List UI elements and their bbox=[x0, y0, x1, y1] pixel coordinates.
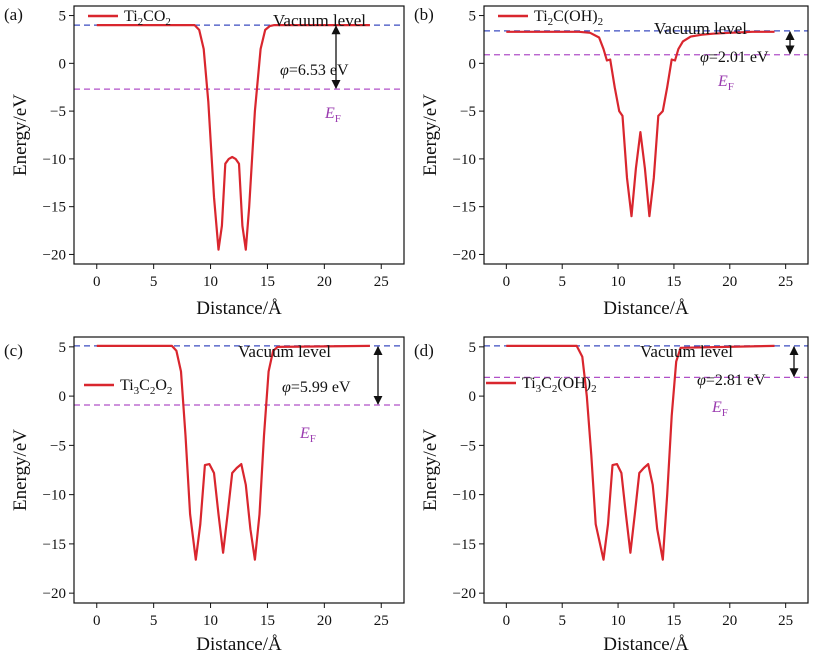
y-tick-label: 0 bbox=[469, 389, 477, 405]
fermi-level-label: EF bbox=[711, 399, 728, 419]
x-tick-label: 15 bbox=[666, 613, 681, 629]
legend-label: Ti3C2(OH)2 bbox=[522, 375, 597, 395]
vacuum-level-label: Vacuum level bbox=[640, 342, 733, 361]
x-tick-label: 25 bbox=[374, 274, 389, 290]
panel-label: (c) bbox=[4, 341, 23, 360]
y-tick-label: −10 bbox=[43, 488, 66, 504]
y-tick-label: −20 bbox=[453, 586, 476, 602]
y-tick-label: −20 bbox=[453, 247, 476, 263]
panel-label: (b) bbox=[414, 5, 434, 24]
x-tick-label: 10 bbox=[611, 274, 626, 290]
x-axis-label: Distance/Å bbox=[196, 634, 282, 655]
x-tick-label: 0 bbox=[93, 274, 101, 290]
x-tick-label: 20 bbox=[317, 274, 332, 290]
y-tick-label: −5 bbox=[460, 438, 476, 454]
potential-curve bbox=[506, 30, 775, 218]
x-tick-label: 15 bbox=[260, 613, 275, 629]
vacuum-level-label: Vacuum level bbox=[273, 11, 366, 30]
y-axis-label: Energy/eV bbox=[10, 429, 31, 511]
work-function-label: φ=2.81 eV bbox=[697, 372, 766, 389]
x-tick-label: 20 bbox=[722, 613, 737, 629]
x-tick-label: 20 bbox=[317, 613, 332, 629]
y-tick-label: −10 bbox=[43, 152, 66, 168]
y-tick-label: 0 bbox=[469, 56, 477, 72]
x-tick-label: 0 bbox=[93, 613, 101, 629]
y-tick-label: −5 bbox=[50, 438, 66, 454]
x-tick-label: 10 bbox=[611, 613, 626, 629]
y-tick-label: −5 bbox=[50, 104, 66, 120]
x-tick-label: 20 bbox=[722, 274, 737, 290]
potential-curve bbox=[96, 24, 370, 251]
panel-c: (c) 0 5 10 15 20 25 −20 −15 −10 −5 0 5 Distance/Å Ener… bbox=[4, 336, 405, 655]
work-function-label: φ=2.01 eV bbox=[700, 49, 769, 66]
y-tick-label: −20 bbox=[43, 247, 66, 263]
potential-curve bbox=[96, 344, 370, 561]
y-tick-label: −15 bbox=[453, 200, 476, 216]
plot-frame bbox=[483, 5, 809, 265]
y-tick-label: −10 bbox=[453, 152, 476, 168]
y-axis-label: Energy/eV bbox=[420, 429, 441, 511]
fermi-level-label: EF bbox=[324, 105, 341, 125]
plot-frame bbox=[73, 336, 405, 604]
y-tick-label: 5 bbox=[59, 340, 67, 356]
y-tick-label: −20 bbox=[43, 586, 66, 602]
y-tick-label: −15 bbox=[43, 537, 66, 553]
y-tick-label: −5 bbox=[460, 104, 476, 120]
x-axis-label: Distance/Å bbox=[603, 634, 689, 655]
y-axis-label: Energy/eV bbox=[420, 94, 441, 176]
x-tick-label: 5 bbox=[150, 274, 158, 290]
x-tick-label: 25 bbox=[778, 274, 793, 290]
x-axis-label: Distance/Å bbox=[603, 298, 689, 319]
y-tick-label: 0 bbox=[59, 389, 67, 405]
x-tick-label: 5 bbox=[558, 274, 566, 290]
y-tick-label: 5 bbox=[469, 9, 477, 25]
plot-frame bbox=[73, 5, 405, 265]
x-tick-label: 0 bbox=[503, 613, 511, 629]
work-function-label: φ=5.99 eV bbox=[282, 379, 351, 396]
x-tick-label: 15 bbox=[260, 274, 275, 290]
y-tick-label: 0 bbox=[59, 56, 67, 72]
x-tick-label: 25 bbox=[374, 613, 389, 629]
y-axis-label: Energy/eV bbox=[10, 94, 31, 176]
x-tick-label: 10 bbox=[203, 274, 218, 290]
panel-label: (a) bbox=[4, 5, 23, 24]
panel-d: (d) 0 5 10 15 20 25 −20 −15 −10 −5 0 5 Distance/Å Ener… bbox=[414, 336, 809, 655]
y-tick-label: 5 bbox=[59, 9, 67, 25]
panel-b: (b) 0 5 10 15 20 25 −20 −15 −10 −5 0 5 Distance/Å Ener… bbox=[414, 5, 809, 319]
fermi-level-label: EF bbox=[299, 425, 316, 445]
panel-a: (a) 0 5 10 15 20 25 −20 −15 −10 −5 0 5 Distance/Å Ener… bbox=[4, 5, 405, 319]
y-tick-label: −15 bbox=[453, 537, 476, 553]
x-tick-label: 5 bbox=[558, 613, 566, 629]
x-tick-label: 10 bbox=[203, 613, 218, 629]
x-tick-label: 5 bbox=[150, 613, 158, 629]
plot-frame bbox=[483, 336, 809, 604]
legend-label: Ti3C2O2 bbox=[120, 377, 172, 397]
y-tick-label: −10 bbox=[453, 488, 476, 504]
legend-label: Ti2C(OH)2 bbox=[534, 8, 603, 28]
y-tick-label: −15 bbox=[43, 200, 66, 216]
work-function-label: φ=6.53 eV bbox=[280, 62, 349, 79]
vacuum-level-label: Vacuum level bbox=[238, 342, 331, 361]
x-tick-label: 0 bbox=[503, 274, 511, 290]
y-tick-label: 5 bbox=[469, 340, 477, 356]
x-axis-label: Distance/Å bbox=[196, 298, 282, 319]
legend-label: Ti2CO2 bbox=[124, 8, 171, 28]
fermi-level-label: EF bbox=[717, 73, 734, 93]
x-tick-label: 15 bbox=[666, 274, 681, 290]
x-tick-label: 25 bbox=[778, 613, 793, 629]
panel-label: (d) bbox=[414, 341, 434, 360]
vacuum-level-label: Vacuum level bbox=[654, 19, 747, 38]
